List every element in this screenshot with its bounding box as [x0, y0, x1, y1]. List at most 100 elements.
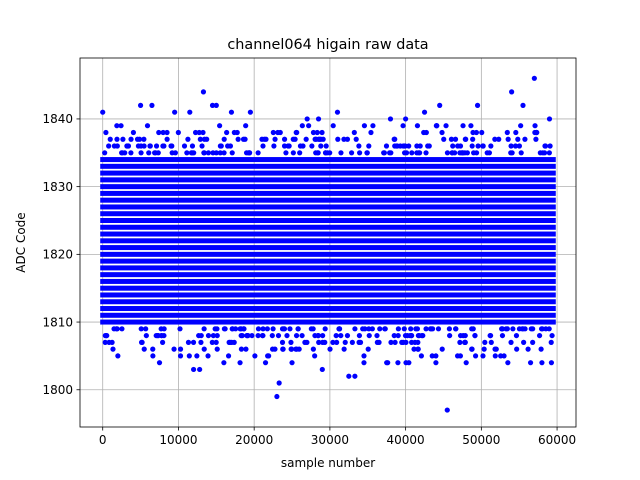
- data-point: [342, 339, 348, 345]
- data-point: [292, 136, 298, 142]
- data-point: [450, 143, 456, 149]
- data-point: [201, 346, 207, 352]
- data-point-band: [100, 258, 556, 264]
- data-point: [395, 326, 401, 332]
- data-point: [260, 143, 266, 149]
- data-point: [513, 332, 520, 339]
- data-point: [316, 339, 322, 345]
- data-point: [546, 116, 553, 122]
- data-point: [306, 123, 312, 129]
- data-point: [391, 136, 397, 142]
- data-point: [288, 339, 294, 345]
- data-point: [214, 332, 220, 339]
- x-tick-label: 50000: [462, 433, 500, 447]
- data-point: [481, 346, 487, 352]
- data-point: [107, 136, 113, 142]
- data-point: [488, 143, 494, 149]
- data-point: [525, 346, 531, 352]
- data-point: [482, 339, 488, 345]
- data-point: [463, 136, 469, 142]
- data-point: [416, 150, 422, 156]
- data-point: [408, 326, 414, 332]
- data-point: [473, 129, 480, 136]
- data-point: [270, 326, 276, 332]
- data-point: [149, 102, 155, 108]
- data-point: [374, 332, 380, 339]
- data-point: [423, 150, 429, 156]
- data-point-band: [100, 319, 556, 325]
- data-point: [319, 366, 325, 373]
- data-point: [356, 143, 362, 149]
- data-point: [293, 332, 300, 339]
- data-point: [349, 339, 355, 345]
- data-point: [124, 143, 130, 149]
- data-point: [168, 143, 174, 149]
- data-point: [423, 326, 429, 332]
- data-point: [102, 339, 108, 345]
- data-point: [135, 143, 142, 149]
- data-point: [120, 136, 126, 142]
- data-point: [435, 326, 442, 332]
- data-point: [439, 129, 445, 136]
- data-point: [314, 150, 321, 156]
- data-point: [374, 339, 380, 345]
- data-point: [274, 393, 280, 400]
- data-point: [532, 129, 538, 136]
- data-point: [213, 102, 219, 108]
- data-point: [384, 360, 390, 366]
- data-point: [366, 143, 372, 149]
- data-point: [484, 150, 490, 156]
- data-point: [247, 109, 253, 115]
- data-point: [460, 332, 466, 339]
- data-point: [462, 150, 468, 156]
- data-point: [153, 143, 160, 149]
- data-point: [469, 346, 475, 352]
- data-point: [106, 143, 112, 149]
- data-point: [299, 332, 305, 339]
- data-point: [496, 136, 502, 142]
- data-point: [530, 339, 536, 345]
- data-point: [293, 129, 299, 136]
- data-point: [428, 326, 434, 332]
- data-point: [444, 407, 450, 413]
- data-point: [312, 353, 318, 359]
- y-tick-label: 1830: [42, 180, 73, 194]
- data-point: [515, 136, 521, 142]
- data-point: [283, 150, 289, 156]
- data-point: [164, 136, 170, 142]
- data-point: [463, 360, 469, 366]
- data-point: [505, 136, 511, 142]
- data-point: [310, 326, 316, 332]
- data-point: [237, 360, 243, 366]
- data-point: [403, 339, 409, 345]
- data-point: [280, 346, 286, 352]
- data-point: [295, 326, 301, 332]
- data-point: [196, 129, 202, 136]
- data-point: [391, 332, 397, 339]
- data-point: [103, 332, 109, 339]
- data-point-band: [100, 163, 556, 169]
- data-point: [540, 150, 546, 156]
- data-point: [320, 332, 326, 339]
- data-point: [304, 116, 310, 122]
- x-tick-label: 0: [99, 433, 107, 447]
- data-point: [527, 360, 534, 366]
- data-point: [114, 136, 120, 142]
- data-point: [255, 332, 261, 339]
- data-point: [136, 136, 143, 142]
- data-point: [314, 129, 320, 136]
- data-point: [144, 123, 151, 129]
- data-point-band: [100, 197, 556, 203]
- data-point: [276, 380, 282, 386]
- data-point: [487, 332, 493, 339]
- data-point-band: [100, 272, 556, 278]
- data-point: [538, 346, 544, 352]
- data-point: [513, 129, 519, 136]
- data-point: [100, 109, 106, 115]
- data-point-band: [100, 217, 556, 223]
- data-point: [395, 360, 401, 366]
- data-point: [198, 339, 204, 345]
- data-point: [403, 116, 409, 122]
- data-point: [471, 150, 477, 156]
- data-point: [110, 346, 116, 352]
